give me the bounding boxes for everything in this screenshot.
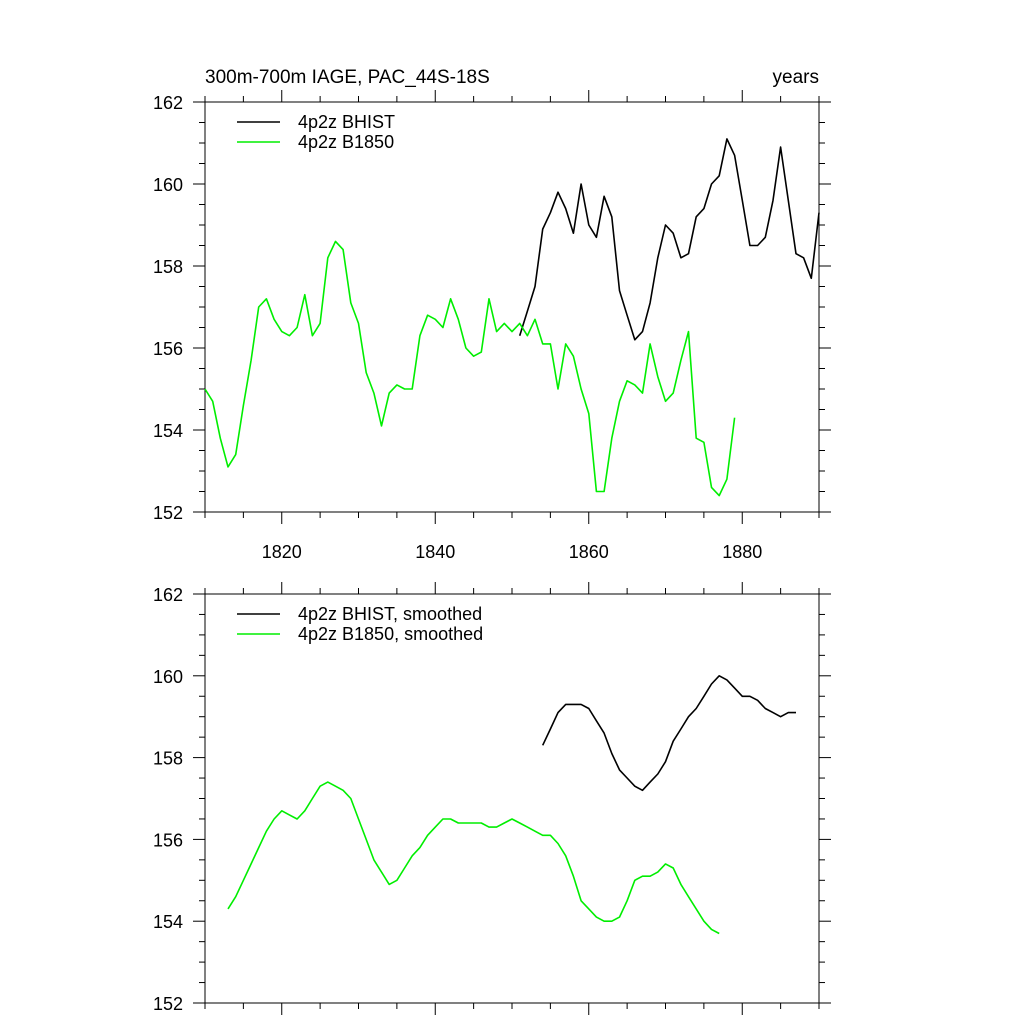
y-tick-label: 156 bbox=[153, 830, 183, 850]
legend-label: 4p2z BHIST, smoothed bbox=[298, 604, 482, 624]
y-tick-label: 160 bbox=[153, 667, 183, 687]
y-tick-label: 156 bbox=[153, 339, 183, 359]
legend-label: 4p2z B1850 bbox=[298, 132, 394, 152]
x-tick-label: 1880 bbox=[722, 542, 762, 562]
y-tick-label: 162 bbox=[153, 93, 183, 113]
y-tick-label: 158 bbox=[153, 749, 183, 769]
chart-title-right: years bbox=[773, 67, 819, 88]
x-tick-label: 1860 bbox=[569, 542, 609, 562]
y-tick-label: 154 bbox=[153, 421, 183, 441]
series-line-0 bbox=[541, 674, 796, 792]
chart-title: 300m-700m IAGE, PAC_44S-18S bbox=[205, 67, 490, 88]
y-tick-label: 152 bbox=[153, 994, 183, 1014]
x-tick-label: 1820 bbox=[262, 542, 302, 562]
series-line-1 bbox=[227, 781, 720, 935]
y-tick-label: 158 bbox=[153, 257, 183, 277]
legend-label: 4p2z BHIST bbox=[298, 112, 395, 132]
plot-frame bbox=[204, 101, 820, 513]
y-tick-label: 154 bbox=[153, 912, 183, 932]
top-panel: 152 154 156 158 160 162 1820 1840 1860 1880 300m-7… bbox=[153, 67, 831, 562]
y-tick-label: 160 bbox=[153, 175, 183, 195]
legend-label: 4p2z B1850, smoothed bbox=[298, 624, 483, 644]
bottom-panel: 152 154 156 158 160 162 4p2z BHIST, smoothed4p… bbox=[153, 582, 831, 1015]
plot-frame bbox=[204, 593, 820, 1004]
series-line-0 bbox=[518, 138, 820, 341]
y-tick-label: 152 bbox=[153, 503, 183, 523]
series-line-1 bbox=[204, 240, 736, 497]
y-tick-label: 162 bbox=[153, 585, 183, 605]
x-tick-label: 1840 bbox=[415, 542, 455, 562]
